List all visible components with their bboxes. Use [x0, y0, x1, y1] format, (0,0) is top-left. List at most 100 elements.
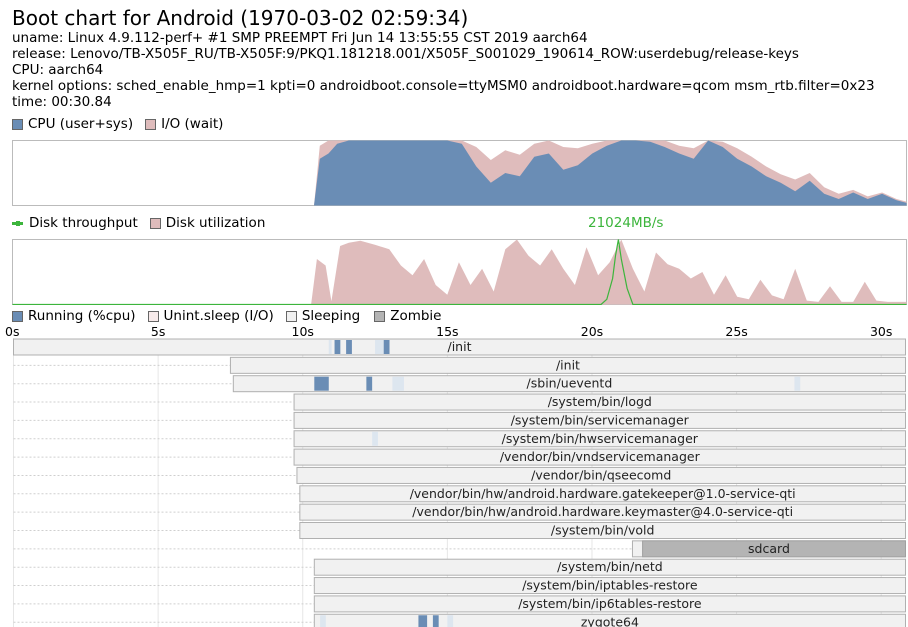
- unint-sleep-segment: [320, 615, 326, 627]
- process-row: /vendor/bin/vndservicemanager: [13, 448, 906, 466]
- process-label: /system/bin/netd: [557, 559, 663, 574]
- process-label: /init: [448, 339, 472, 354]
- process-bar: [13, 338, 906, 356]
- zombie-segment: [642, 540, 907, 558]
- running-segment: [366, 376, 373, 391]
- process-bar: [313, 558, 906, 576]
- cpu-utilization-chart: [12, 140, 907, 206]
- disk-utilization-chart: [12, 239, 907, 305]
- running-segment: [432, 615, 439, 627]
- process-label: /vendor/bin/hw/android.hardware.keymaste…: [412, 504, 793, 519]
- zombie-swatch: [374, 310, 386, 322]
- process-label: /vendor/bin/hw/android.hardware.gatekeep…: [410, 486, 796, 501]
- process-bar: [313, 577, 906, 595]
- unint-sleep-legend-label: Unint.sleep (I/O): [163, 308, 274, 324]
- process-label: /system/bin/hwservicemanager: [502, 431, 699, 446]
- process-row: /system/bin/logd: [13, 393, 906, 411]
- series-disk-utilization: [12, 239, 907, 305]
- cpu-line: CPU: aarch64: [12, 62, 104, 78]
- process-row: /vendor/bin/qseecomd: [13, 466, 906, 484]
- process-label: /system/bin/logd: [548, 394, 652, 409]
- running-segment: [334, 340, 341, 354]
- unint-sleep-segment: [447, 615, 454, 627]
- process-legend: Running (%cpu) Unint.sleep (I/O) Sleepin…: [12, 308, 442, 324]
- throughput-peak-label: 21024MB/s: [588, 215, 664, 231]
- cpu-swatch: [12, 118, 23, 130]
- process-row: /system/bin/servicemanager: [13, 411, 906, 429]
- process-bar: [313, 613, 906, 627]
- process-bar: [293, 448, 906, 466]
- process-bar: [293, 411, 906, 429]
- throughput-legend-label: Disk throughput: [29, 215, 138, 231]
- process-row: /system/bin/vold: [13, 522, 906, 539]
- process-row: sdcard: [13, 540, 907, 558]
- uname-line: uname: Linux 4.9.112-perf+ #1 SMP PREEMP…: [12, 30, 588, 46]
- process-row: /system/bin/ip6tables-restore: [13, 595, 906, 613]
- running-legend-label: Running (%cpu): [28, 308, 136, 324]
- unint-sleep-segment: [375, 340, 384, 354]
- sleeping-swatch: [285, 310, 297, 322]
- process-row: /init: [13, 338, 906, 356]
- process-label: /system/bin/ip6tables-restore: [518, 596, 702, 611]
- process-bar: [293, 393, 906, 411]
- unint-sleep-segment: [392, 376, 404, 391]
- process-bar: [299, 522, 906, 539]
- process-row: /init: [13, 356, 906, 374]
- running-segment: [346, 340, 352, 354]
- tick-label: 25s: [725, 324, 747, 339]
- series-throughput-line: [12, 239, 907, 305]
- tick-label: 30s: [870, 324, 892, 339]
- io-wait-swatch: [145, 118, 157, 130]
- process-bar: [299, 485, 906, 503]
- time-line: time: 00:30.84: [12, 94, 112, 110]
- unint-sleep-swatch: [147, 310, 159, 322]
- process-row: /vendor/bin/hw/android.hardware.gatekeep…: [13, 485, 906, 503]
- process-label: /system/bin/vold: [551, 523, 655, 538]
- tick-label: 20s: [581, 324, 603, 339]
- tick-label: 10s: [292, 324, 314, 339]
- process-label: sdcard: [748, 541, 790, 556]
- process-row: zygote64: [13, 613, 906, 627]
- disk-legend: Disk throughput Disk utilization: [12, 215, 265, 231]
- series-cpu-user-sys-: [12, 140, 907, 206]
- io-wait-legend-label: I/O (wait): [161, 116, 224, 132]
- tick-label: 0s: [5, 324, 19, 339]
- kernel-options-line: kernel options: sched_enable_hmp=1 kpti=…: [12, 78, 875, 94]
- process-bar: [293, 430, 906, 448]
- cpu-legend: CPU (user+sys) I/O (wait): [12, 116, 223, 132]
- tick-label: 15s: [436, 324, 458, 339]
- process-row: /system/bin/hwservicemanager: [13, 430, 906, 448]
- process-bar: [299, 503, 906, 521]
- page-title: Boot chart for Android (1970-03-02 02:59…: [12, 6, 469, 30]
- disk-util-swatch: [149, 217, 161, 229]
- process-label: /system/bin/servicemanager: [511, 412, 690, 427]
- unint-sleep-segment: [328, 340, 332, 354]
- running-segment: [418, 615, 428, 627]
- process-row: /system/bin/iptables-restore: [13, 577, 906, 595]
- process-label: zygote64: [581, 614, 639, 627]
- process-label: /vendor/bin/qseecomd: [531, 467, 671, 482]
- process-label: /system/bin/iptables-restore: [522, 578, 698, 593]
- process-row: /sbin/ueventd: [13, 375, 906, 393]
- running-swatch: [12, 310, 23, 322]
- process-label: /sbin/ueventd: [527, 376, 613, 391]
- tick-label: 5s: [151, 324, 165, 339]
- throughput-swatch: [12, 220, 23, 226]
- process-label: /init: [556, 357, 580, 372]
- process-row: /system/bin/netd: [13, 558, 906, 576]
- process-bar: [229, 356, 906, 374]
- process-label: /vendor/bin/vndservicemanager: [500, 449, 701, 464]
- release-line: release: Lenovo/TB-X505F_RU/TB-X505F:9/P…: [12, 46, 799, 62]
- disk-util-legend-label: Disk utilization: [165, 215, 266, 231]
- running-segment: [314, 376, 329, 391]
- sleeping-legend-label: Sleeping: [301, 308, 361, 324]
- unint-sleep-segment: [372, 431, 378, 446]
- process-bar: [296, 466, 906, 484]
- cpu-legend-label: CPU (user+sys): [28, 116, 134, 132]
- running-segment: [383, 340, 390, 354]
- process-row: /vendor/bin/hw/android.hardware.keymaste…: [13, 503, 906, 521]
- zombie-legend-label: Zombie: [390, 308, 442, 324]
- process-timeline-chart: 0s 5s 10s 15s 20s 25s 30s/init/init/sbin/ueven…: [5, 324, 907, 627]
- process-bar: [313, 595, 906, 613]
- unint-sleep-segment: [794, 376, 801, 391]
